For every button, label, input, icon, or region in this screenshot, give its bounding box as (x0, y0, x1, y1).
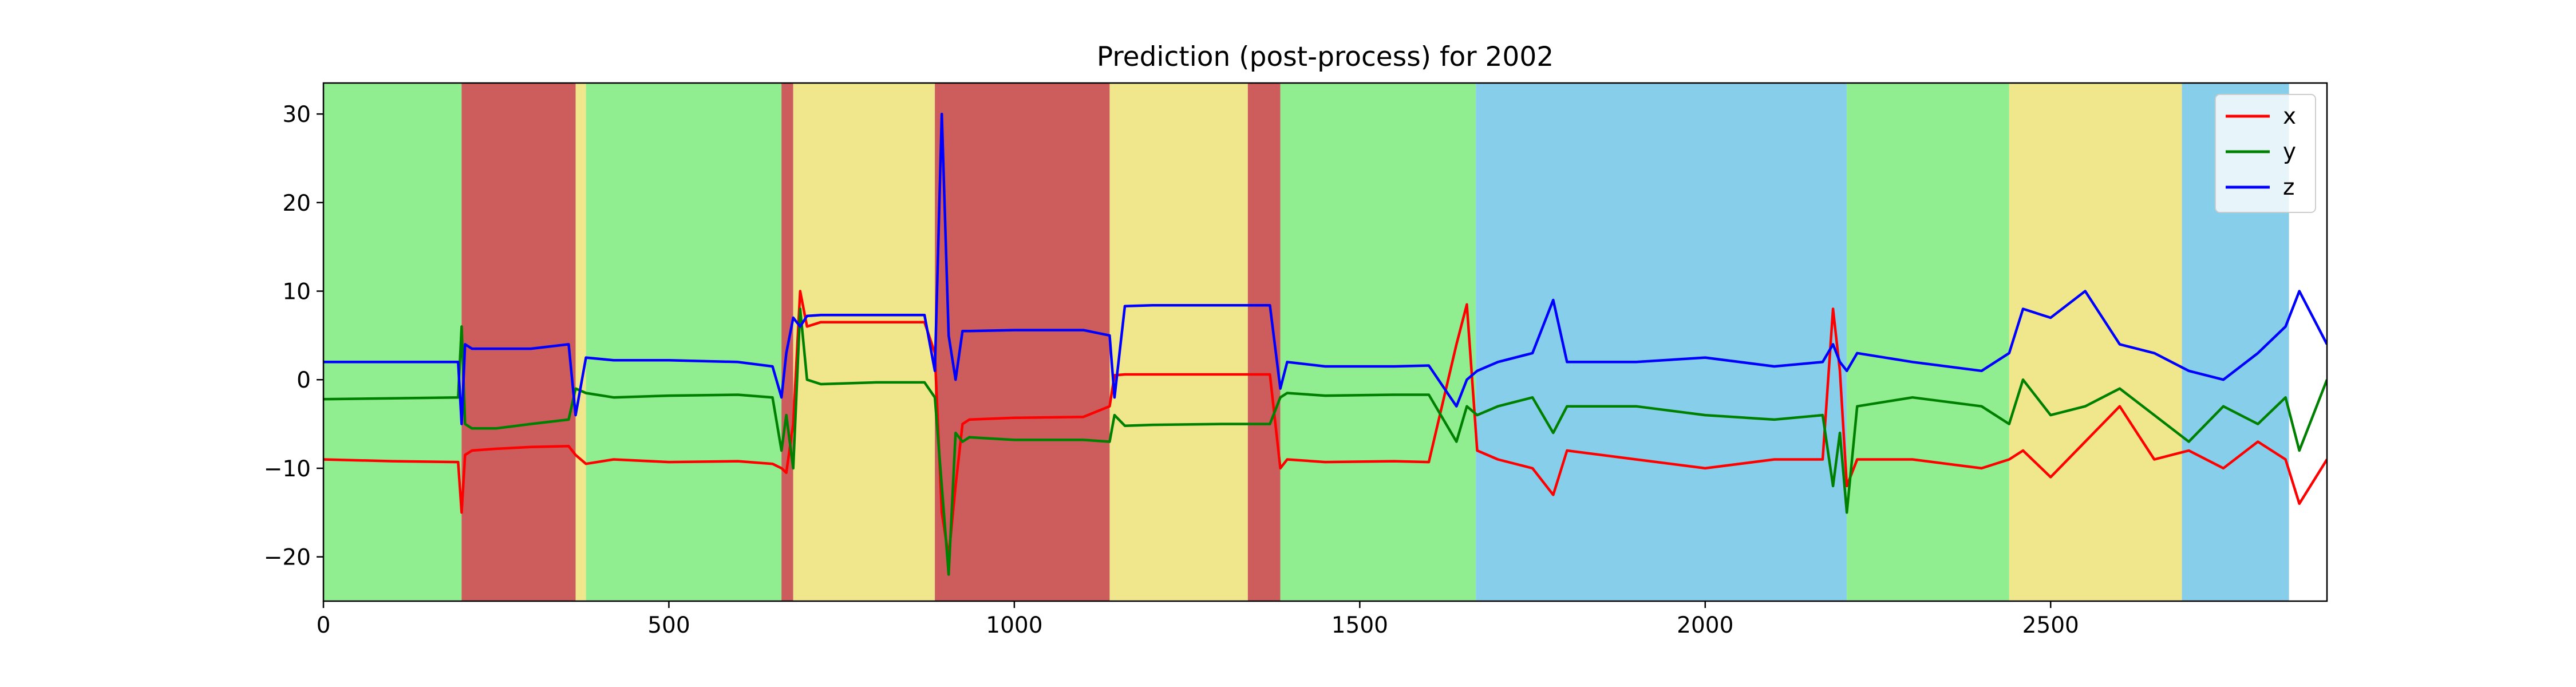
class-regions (323, 83, 2289, 601)
y-tick-label--10: −10 (264, 456, 311, 482)
y-tick-label-0: 0 (297, 368, 311, 393)
region-green-11 (1847, 83, 2009, 601)
y-tick-label-10: 10 (282, 279, 311, 305)
legend-label-z: z (2283, 175, 2294, 200)
x-tick-label-2000: 2000 (1677, 613, 1733, 638)
y-tick-label-30: 30 (282, 102, 311, 128)
x-tick-label-2500: 2500 (2022, 613, 2079, 638)
x-tick-label-0: 0 (317, 613, 331, 638)
series-lines (323, 112, 2327, 576)
legend-label-y: y (2283, 139, 2296, 165)
x-tick-label-1500: 1500 (1332, 613, 1388, 638)
region-yellow-7 (1109, 83, 1248, 601)
series-line-y (323, 307, 2327, 576)
axes: 0 500 1000 1500 2000 2500 −20 −10 0 10 20 30 (264, 82, 2328, 638)
region-red-6 (935, 83, 1110, 601)
region-blue-10 (1476, 83, 1847, 601)
x-tick-label-1000: 1000 (986, 613, 1042, 638)
chart-title: Prediction (post-process) for 2002 (1097, 41, 1554, 73)
y-tick-label--20: −20 (264, 545, 311, 571)
series-line-z (323, 112, 2327, 425)
region-green-9 (1280, 83, 1476, 601)
legend-label-x: x (2283, 104, 2296, 129)
region-green-3 (586, 83, 782, 601)
region-red-1 (461, 83, 576, 601)
region-green-0 (323, 83, 462, 601)
plot-frame (322, 82, 2328, 602)
legend-box (2215, 94, 2316, 213)
region-yellow-2 (575, 83, 586, 601)
y-tick-label-20: 20 (282, 191, 311, 216)
region-yellow-5 (793, 83, 935, 601)
legend: xyz (2215, 94, 2316, 213)
series-line-x (323, 290, 2327, 558)
region-yellow-12 (2009, 83, 2182, 601)
x-tick-label-500: 500 (647, 613, 690, 638)
